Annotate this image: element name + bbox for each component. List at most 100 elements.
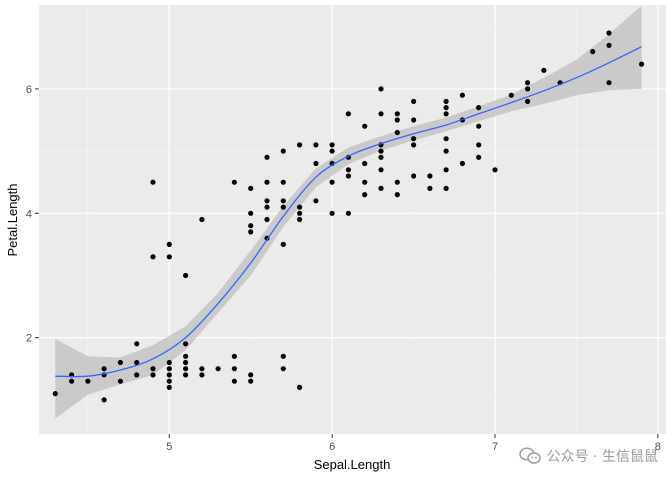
data-point (248, 223, 254, 229)
data-point (264, 198, 270, 204)
data-point (264, 154, 270, 160)
data-point (150, 366, 156, 372)
data-point (378, 154, 384, 160)
data-point (590, 49, 596, 55)
data-point (394, 117, 400, 123)
data-point (443, 98, 449, 104)
data-point (329, 179, 335, 185)
data-point (166, 241, 172, 247)
data-point (443, 167, 449, 173)
data-point (394, 192, 400, 198)
data-point (362, 179, 368, 185)
data-point (231, 366, 237, 372)
data-point (459, 92, 465, 98)
data-point (280, 353, 286, 359)
watermark-text: 公众号 · 生信鼠鼠 (546, 449, 658, 465)
data-point (525, 98, 531, 104)
data-point (183, 272, 189, 279)
data-point (264, 204, 270, 210)
data-point (117, 378, 123, 384)
data-point (264, 179, 270, 185)
data-points (52, 30, 645, 403)
data-point (394, 111, 400, 117)
data-point (297, 142, 303, 148)
data-point (166, 384, 172, 390)
data-point (329, 142, 335, 148)
data-point (297, 210, 303, 216)
data-point (606, 80, 612, 86)
data-point (183, 366, 189, 372)
data-point (362, 123, 368, 129)
y-tick-label: 6 (26, 84, 32, 96)
data-point (150, 179, 156, 185)
data-point (231, 378, 237, 384)
data-point (134, 341, 140, 347)
data-point (248, 372, 254, 378)
data-point (411, 173, 417, 179)
data-point (525, 80, 531, 86)
data-point (378, 167, 384, 173)
data-point (329, 148, 335, 154)
data-point (411, 117, 417, 123)
data-point (231, 179, 237, 185)
data-point (183, 341, 189, 347)
data-point (280, 204, 286, 210)
data-point (345, 111, 351, 117)
data-point (297, 384, 303, 390)
x-tick-label: 5 (166, 441, 172, 453)
data-point (199, 372, 205, 378)
x-tick-label: 8 (655, 441, 661, 453)
data-point (345, 173, 351, 179)
axis-tick-labels: 5 6 7 8 2 4 6 (26, 84, 661, 453)
data-point (248, 210, 254, 216)
data-point (476, 142, 482, 148)
data-point (101, 366, 107, 372)
data-point (199, 366, 205, 372)
data-point (117, 359, 123, 366)
data-point (52, 391, 58, 397)
data-point (166, 372, 172, 378)
data-point (69, 378, 75, 384)
data-point (183, 359, 189, 366)
data-point (525, 86, 531, 92)
axis-ticks (35, 88, 659, 438)
data-point (264, 216, 270, 223)
data-point (476, 123, 482, 129)
data-point (362, 192, 368, 198)
data-point (134, 372, 140, 378)
data-point (362, 160, 368, 167)
smooth-line (55, 46, 642, 378)
data-point (183, 353, 189, 359)
y-axis-title: Petal.Length (5, 183, 20, 256)
data-point (345, 167, 351, 173)
data-point (411, 98, 417, 104)
y-tick-label: 4 (26, 208, 32, 220)
data-point (394, 179, 400, 185)
data-point (166, 254, 172, 260)
data-point (394, 129, 400, 136)
data-point (378, 148, 384, 154)
data-point (248, 378, 254, 384)
data-point (166, 359, 172, 366)
data-point (476, 105, 482, 111)
x-tick-label: 6 (329, 441, 335, 453)
data-point (427, 185, 433, 191)
data-point (476, 154, 482, 160)
data-point (443, 136, 449, 142)
data-point (639, 61, 645, 67)
data-point (378, 111, 384, 117)
data-point (297, 204, 303, 210)
data-point (280, 148, 286, 154)
data-point (85, 378, 91, 384)
data-point (150, 254, 156, 260)
data-point (248, 229, 254, 235)
watermark: 公众号 · 生信鼠鼠 (518, 446, 658, 466)
data-point (297, 216, 303, 223)
data-point (427, 173, 433, 179)
data-point (443, 105, 449, 111)
data-point (508, 92, 514, 98)
data-point (313, 198, 319, 204)
data-point (443, 148, 449, 154)
y-tick-label: 2 (26, 333, 32, 345)
